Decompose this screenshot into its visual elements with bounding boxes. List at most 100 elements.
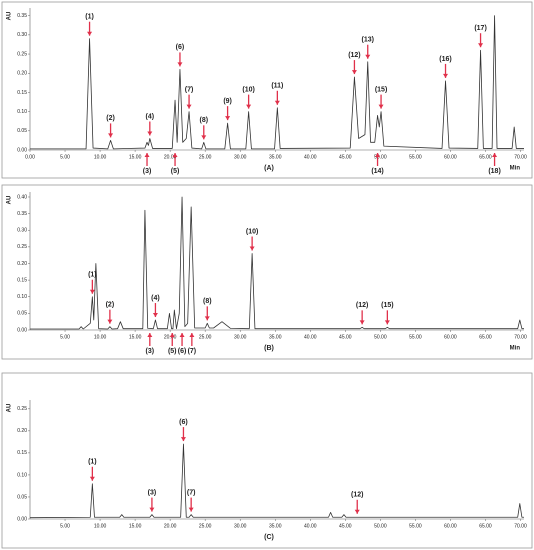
x-tick-label: 60.00 (444, 334, 457, 340)
x-tick-label: 40.00 (304, 154, 317, 160)
y-tick-label: 0.25 (17, 244, 27, 250)
arrow-head (177, 62, 183, 67)
arrow-head (359, 320, 365, 325)
x-axis-label: Min (510, 166, 521, 172)
y-tick-label: 0.20 (17, 428, 27, 434)
y-tick-label: 0.10 (17, 109, 27, 115)
peak-label: (2) (106, 115, 115, 122)
peak-label: (8) (203, 298, 212, 305)
arrow-head (149, 507, 155, 512)
peak-label: (5) (168, 348, 177, 355)
arrow-head (201, 135, 207, 140)
arrow-head (225, 116, 231, 121)
peak-label: (6) (179, 419, 188, 426)
arrow-head (186, 104, 192, 109)
x-tick-label: 25.00 (199, 154, 212, 160)
x-tick-label: 30.00 (234, 154, 247, 160)
x-tick-label: 20.00 (164, 523, 177, 529)
arrow-head (144, 153, 150, 157)
arrow-head (179, 333, 185, 337)
x-tick-label: 40.00 (304, 334, 317, 340)
y-tick-label: 0.30 (17, 228, 27, 234)
arrow-head (443, 73, 449, 78)
peak-label: (12) (351, 492, 363, 499)
y-axis-label: AU (7, 196, 13, 205)
arrow-head (274, 100, 280, 105)
peak-label: (12) (356, 302, 368, 309)
x-tick-label: 70.00 (514, 334, 527, 340)
peak-label: (10) (246, 228, 258, 235)
arrow-head (180, 437, 186, 442)
x-tick-label: 20.00 (164, 154, 177, 160)
arrow-head (188, 507, 194, 512)
y-tick-label: 0.10 (17, 472, 27, 478)
y-tick-label: 0.35 (17, 211, 27, 217)
panel-border (1, 372, 533, 549)
peak-label: (15) (381, 302, 393, 309)
panel-caption: (B) (264, 345, 274, 352)
x-tick-label: 65.00 (479, 154, 492, 160)
y-tick-label: 0.20 (17, 71, 27, 77)
chromatogram-trace (30, 196, 524, 330)
x-tick-label: 45.00 (339, 523, 352, 529)
x-tick-label: 60.00 (444, 523, 457, 529)
arrow-head (189, 333, 195, 337)
x-tick-label: 50.00 (374, 334, 387, 340)
arrow-head (107, 319, 113, 324)
arrow-head (147, 333, 153, 337)
y-tick-label: 0.10 (17, 294, 27, 300)
y-tick-label: 0.00 (17, 327, 27, 333)
arrow-head (354, 509, 360, 514)
x-tick-label: 50.00 (374, 523, 387, 529)
peak-label: (14) (371, 168, 383, 175)
peak-label: (15) (375, 86, 387, 93)
peak-label: (4) (146, 113, 155, 120)
peak-label: (4) (151, 295, 160, 302)
arrow-head (147, 131, 153, 136)
x-axis-label: Min (510, 346, 521, 352)
arrow-head (89, 289, 95, 294)
x-tick-label: 5.00 (60, 334, 70, 340)
arrow-head (378, 104, 384, 109)
x-tick-label: 20.00 (164, 334, 177, 340)
y-axis-label: AU (7, 12, 13, 21)
x-tick-label: 55.00 (409, 334, 422, 340)
y-tick-label: 0.30 (17, 32, 27, 38)
panel-border (1, 184, 533, 360)
peak-label: (9) (223, 98, 232, 105)
x-tick-label: 35.00 (269, 334, 282, 340)
x-tick-label: 40.00 (304, 523, 317, 529)
y-tick-label: 0.15 (17, 450, 27, 456)
x-tick-label: 10.00 (94, 334, 107, 340)
peak-label: (11) (271, 83, 283, 90)
peak-label: (5) (171, 168, 180, 175)
peak-label: (2) (106, 302, 115, 309)
y-tick-label: 0.00 (17, 516, 27, 522)
peak-label: (3) (143, 168, 152, 175)
peak-label: (1) (88, 272, 97, 279)
panel-caption: (C) (264, 534, 274, 541)
y-tick-label: 0.05 (17, 494, 27, 500)
x-tick-label: 5.00 (60, 523, 70, 529)
y-tick-label: 0.15 (17, 277, 27, 283)
x-tick-label: 50.00 (374, 154, 387, 160)
peak-label: (3) (146, 348, 155, 355)
arrow-head (492, 153, 498, 157)
peak-label: (3) (148, 489, 157, 496)
x-tick-label: 0.00 (25, 154, 35, 160)
y-tick-label: 0.00 (17, 147, 27, 153)
x-tick-label: 30.00 (234, 523, 247, 529)
x-tick-label: 30.00 (234, 334, 247, 340)
peak-label: (7) (185, 86, 194, 93)
peak-label: (6) (176, 44, 185, 51)
x-tick-label: 55.00 (409, 154, 422, 160)
arrow-head (172, 153, 178, 157)
x-tick-label: 15.00 (129, 523, 142, 529)
arrow-head (204, 316, 210, 321)
x-tick-label: 45.00 (339, 154, 352, 160)
arrow-head (246, 104, 252, 109)
peak-label: (7) (188, 348, 197, 355)
x-tick-label: 70.00 (514, 154, 527, 160)
x-tick-label: 35.00 (269, 523, 282, 529)
